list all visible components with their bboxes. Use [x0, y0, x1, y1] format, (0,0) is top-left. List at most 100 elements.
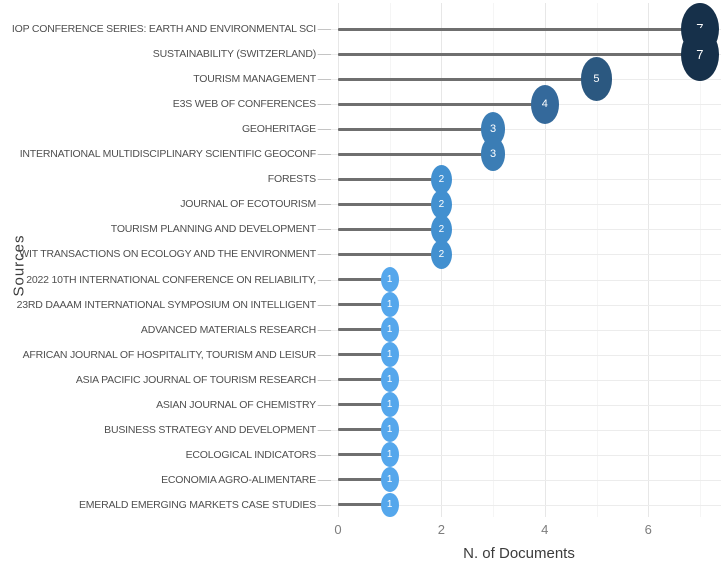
category-label: ECONOMIA AGRO-ALIMENTARE	[161, 473, 316, 486]
y-axis-tick	[318, 129, 331, 131]
value-dot: 2	[430, 189, 453, 220]
x-gridline-major	[338, 3, 339, 517]
y-axis-tick	[318, 154, 331, 156]
value-dot: 2	[430, 164, 453, 195]
value-label: 1	[386, 324, 393, 336]
category-label: INTERNATIONAL MULTIDISCIPLINARY SCIENTIF…	[19, 148, 316, 161]
y-axis-tick	[318, 329, 331, 331]
stem-line	[338, 428, 390, 432]
value-label: 2	[438, 173, 445, 185]
value-dot: 1	[380, 417, 399, 443]
value-label: 1	[386, 299, 393, 311]
stem-line	[338, 403, 390, 407]
stem-line	[338, 478, 390, 482]
y-axis-tick	[318, 79, 331, 81]
x-gridline-minor	[596, 3, 598, 517]
value-label: 5	[593, 73, 600, 86]
y-gridline	[317, 154, 721, 156]
y-axis-tick	[318, 229, 331, 231]
stem-line	[338, 152, 494, 156]
y-gridline	[317, 379, 721, 381]
category-label: TOURISM MANAGEMENT	[193, 73, 316, 86]
y-gridline	[317, 454, 721, 456]
value-dot: 1	[380, 267, 399, 292]
stem-line	[338, 303, 390, 307]
y-axis-tick	[318, 479, 331, 481]
stem-line	[338, 102, 545, 106]
y-axis-tick	[318, 104, 331, 106]
stem-line	[338, 177, 442, 181]
stem-line	[338, 202, 442, 206]
value-dot: 3	[480, 137, 506, 172]
x-tick-label: 2	[437, 522, 445, 537]
x-gridline-minor	[699, 3, 701, 517]
stem-line	[338, 378, 390, 382]
y-axis-tick	[318, 204, 331, 206]
value-label: 1	[386, 273, 393, 285]
y-axis-tick	[318, 304, 331, 306]
y-gridline	[317, 479, 721, 481]
category-label: E3S WEB OF CONFERENCES	[172, 98, 316, 111]
value-dot: 2	[430, 214, 453, 245]
x-tick-label: 4	[541, 522, 549, 537]
y-gridline	[317, 404, 721, 406]
value-dot: 7	[680, 27, 720, 81]
value-dot: 1	[380, 367, 399, 393]
y-gridline	[317, 354, 721, 356]
value-label: 1	[386, 449, 393, 461]
category-label: WIT TRANSACTIONS ON ECOLOGY AND THE ENVI…	[19, 248, 316, 261]
category-label: ASIA PACIFIC JOURNAL OF TOURISM RESEARCH	[75, 373, 316, 386]
value-label: 2	[438, 198, 445, 210]
value-dot: 1	[380, 292, 399, 317]
category-label: EMERALD EMERGING MARKETS CASE STUDIES	[78, 498, 316, 511]
y-axis-tick	[318, 379, 331, 381]
value-dot: 5	[580, 57, 613, 101]
category-label: JOURNAL OF ECOTOURISM	[180, 198, 316, 211]
value-label: 2	[438, 248, 445, 260]
y-gridline	[317, 504, 721, 506]
value-dot: 1	[380, 392, 399, 418]
category-label: GEOHERITAGE	[241, 123, 316, 136]
value-dot: 1	[380, 492, 399, 518]
y-gridline	[317, 204, 721, 206]
category-label: ADVANCED MATERIALS RESEARCH	[140, 323, 316, 336]
stem-line	[338, 353, 390, 357]
value-dot: 1	[380, 342, 399, 368]
category-label: AFRICAN JOURNAL OF HOSPITALITY, TOURISM …	[22, 348, 316, 361]
stem-line	[338, 227, 442, 231]
stem-line	[338, 127, 494, 131]
value-label: 1	[386, 474, 393, 486]
y-axis-tick	[318, 354, 331, 356]
category-label: IOP CONFERENCE SERIES: EARTH AND ENVIRON…	[11, 23, 316, 35]
value-label: 4	[541, 98, 548, 111]
y-axis-tick	[318, 54, 331, 56]
stem-line	[338, 52, 700, 56]
y-axis-tick	[318, 404, 331, 406]
x-gridline-minor	[493, 3, 495, 517]
y-gridline	[317, 329, 721, 331]
value-label: 1	[386, 399, 393, 411]
category-label: ASIAN JOURNAL OF CHEMISTRY	[156, 398, 316, 411]
category-label: SUSTAINABILITY (SWITZERLAND)	[152, 48, 316, 61]
stem-line	[338, 278, 390, 281]
value-label: 3	[490, 123, 497, 136]
x-tick-label: 0	[334, 522, 342, 537]
value-dot: 2	[430, 239, 453, 270]
y-gridline	[317, 229, 721, 231]
y-axis-tick	[318, 179, 331, 181]
category-label: BUSINESS STRATEGY AND DEVELOPMENT	[104, 423, 316, 436]
stem-line	[338, 27, 700, 31]
stem-line	[338, 453, 390, 457]
y-gridline	[317, 304, 721, 306]
y-axis-tick	[318, 429, 331, 431]
value-label: 1	[386, 374, 393, 386]
value-label: 1	[386, 499, 393, 511]
y-axis-tick	[318, 279, 331, 281]
y-gridline	[317, 254, 721, 256]
y-gridline	[317, 129, 721, 131]
category-label: ECOLOGICAL INDICATORS	[185, 448, 316, 461]
y-axis-tick	[318, 454, 331, 456]
category-label: TOURISM PLANNING AND DEVELOPMENT	[110, 223, 316, 236]
stem-line	[338, 503, 390, 507]
